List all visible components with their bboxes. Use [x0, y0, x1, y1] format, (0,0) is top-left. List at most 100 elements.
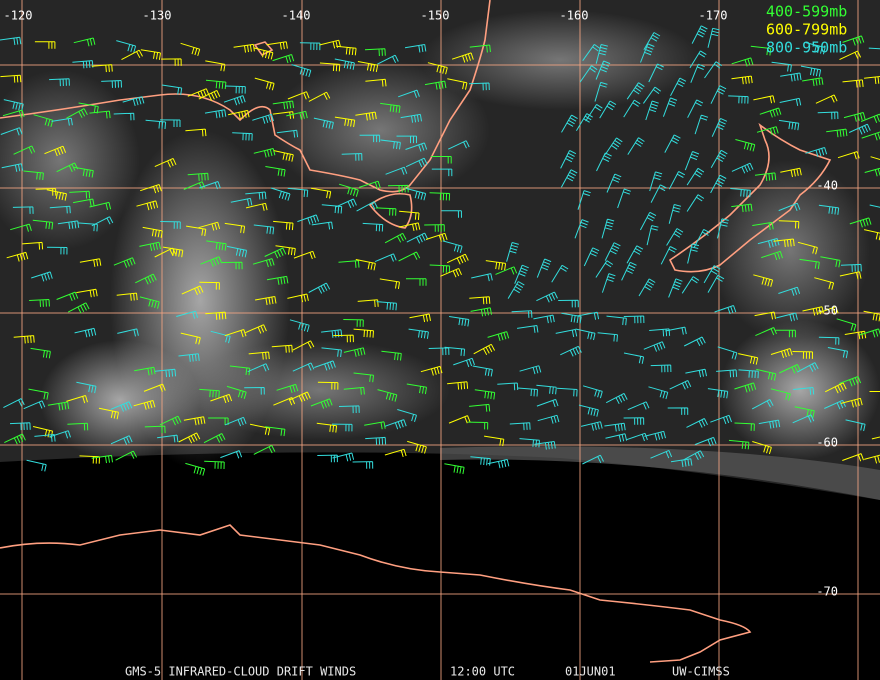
wind-barb: [12, 206, 34, 214]
wind-barb: [110, 401, 133, 412]
wind-barb: [754, 172, 777, 181]
wind-barb: [775, 329, 796, 338]
wind-barb: [276, 129, 299, 138]
wind-barb: [110, 435, 133, 445]
wind-barb: [3, 99, 24, 111]
wind-barb: [626, 245, 644, 264]
wind-barb: [839, 271, 862, 280]
wind-barb: [693, 228, 711, 248]
wind-barb: [332, 452, 355, 462]
wind-barb: [707, 27, 720, 48]
wind-barb: [56, 162, 79, 173]
wind-barb: [710, 174, 727, 194]
wind-barb: [558, 299, 579, 308]
wind-barb: [759, 107, 782, 118]
wind-barb: [621, 261, 637, 281]
wind-barb: [694, 436, 717, 447]
latitude-label: -70: [816, 585, 838, 599]
wind-barb: [334, 58, 355, 70]
wind-barb: [425, 232, 448, 242]
wind-barb: [79, 258, 102, 267]
wind-barb: [805, 42, 826, 55]
wind-barb: [623, 352, 645, 364]
wind-barb: [178, 432, 201, 444]
wind-barb: [863, 229, 880, 241]
wind-barb: [2, 109, 25, 118]
wind-barb: [755, 327, 777, 337]
wind-barb: [690, 63, 705, 83]
wind-barb: [203, 433, 226, 444]
wind-barb: [816, 306, 839, 315]
wind-barb: [76, 288, 98, 298]
wind-barb: [116, 292, 138, 301]
wind-barb: [536, 258, 552, 278]
wind-barb: [187, 88, 210, 99]
wind-barb: [595, 44, 609, 64]
wind-barb: [91, 454, 113, 464]
wind-barb: [299, 42, 321, 51]
wind-barb: [664, 134, 681, 153]
wind-barb: [818, 336, 840, 345]
wind-barb: [56, 291, 79, 301]
wind-barb: [46, 246, 68, 255]
wind-barb: [229, 365, 251, 376]
wind-barb: [845, 419, 866, 432]
wind-barb: [161, 58, 182, 66]
wind-barb: [380, 139, 401, 150]
wind-barb: [685, 368, 707, 378]
wind-barb: [72, 60, 94, 69]
wind-barb: [717, 218, 729, 239]
wind-barb: [842, 453, 864, 462]
wind-barb: [623, 99, 641, 118]
wind-barb: [33, 114, 54, 128]
wind-barb: [252, 113, 274, 124]
wind-barb: [352, 461, 374, 469]
wind-barb: [487, 331, 510, 342]
wind-barb: [343, 347, 366, 357]
wind-barb: [144, 425, 166, 434]
wind-barb: [245, 202, 268, 211]
wind-barb: [400, 113, 422, 123]
wind-barb: [714, 305, 737, 315]
wind-barb: [335, 198, 357, 209]
wind-barb: [308, 91, 331, 102]
wind-barb: [113, 112, 135, 121]
wind-barb: [793, 387, 815, 395]
wind-barb: [577, 311, 600, 320]
wind-barb: [517, 325, 539, 333]
wind-barb: [34, 41, 56, 49]
wind-barb: [771, 61, 792, 72]
wind-barb: [560, 345, 582, 357]
wind-barb: [89, 110, 111, 119]
wind-barb: [583, 247, 600, 267]
wind-barb: [728, 95, 749, 104]
wind-barb: [778, 286, 801, 296]
wind-barb: [406, 383, 427, 395]
wind-barb: [731, 203, 753, 213]
wind-barb: [605, 433, 628, 443]
wind-barb: [245, 324, 267, 334]
wind-barb: [582, 385, 603, 399]
wind-barb: [136, 200, 159, 211]
wind-barb: [253, 148, 276, 158]
wind-barb: [288, 391, 311, 403]
wind-barb: [670, 458, 693, 468]
wind-barb: [254, 77, 275, 91]
wind-barb: [266, 275, 289, 285]
wind-barb: [333, 334, 354, 343]
wind-barb: [271, 344, 293, 353]
wind-barb: [355, 259, 376, 271]
wind-barb: [317, 381, 339, 390]
wind-barb: [606, 173, 622, 193]
wind-barb: [517, 387, 538, 397]
wind-barb: [626, 432, 648, 442]
wind-barbs: [0, 25, 880, 476]
wind-barb: [606, 315, 627, 326]
wind-barb: [448, 415, 471, 424]
wind-barb: [824, 399, 846, 410]
wind-barb: [687, 243, 700, 264]
wind-barb: [69, 190, 91, 199]
wind-barb: [604, 242, 621, 261]
longitude-label: -130: [143, 9, 172, 23]
